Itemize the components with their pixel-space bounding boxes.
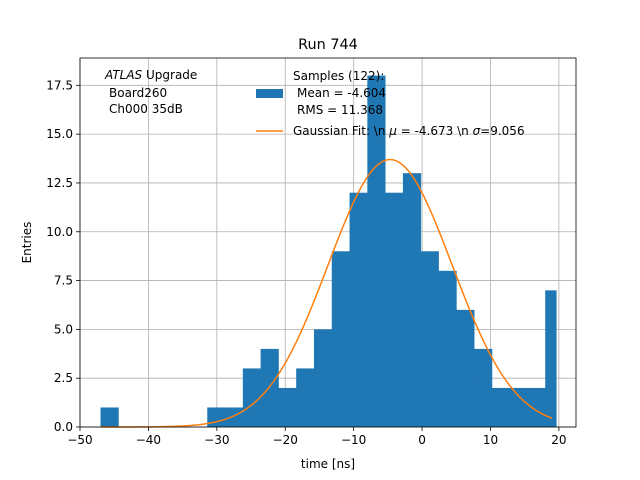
histogram-bar <box>491 387 511 427</box>
atlas-suffix: Upgrade <box>142 68 197 82</box>
legend-fit-mu-symbol: μ <box>388 124 397 138</box>
x-tick-label: 10 <box>483 433 498 447</box>
histogram-bar <box>420 251 439 427</box>
x-axis-label: time [ns] <box>301 457 355 471</box>
atlas-experiment: ATLAS <box>104 68 143 82</box>
legend-fit-sigma-symbol: σ <box>473 124 481 138</box>
y-tick-label: 12.5 <box>46 176 73 190</box>
legend-samples-header: Samples (122): <box>293 69 384 83</box>
y-tick-label: 0.0 <box>54 420 73 434</box>
x-tick-label: 0 <box>418 433 426 447</box>
histogram-bar <box>313 329 333 427</box>
histogram-bar <box>509 387 528 427</box>
histogram-bar <box>402 173 422 427</box>
board-label: Board260 <box>109 86 167 100</box>
x-tick-label: −10 <box>341 433 366 447</box>
histogram-bar <box>207 407 226 427</box>
gaussian-fit-line <box>100 158 553 428</box>
histogram-bar <box>296 368 315 427</box>
chart-title: Run 744 <box>298 37 358 53</box>
histogram-bars <box>100 75 557 428</box>
x-tick-label: −40 <box>136 433 161 447</box>
histogram-bar <box>385 192 404 427</box>
channel-label: Ch000 35dB <box>109 102 183 116</box>
y-tick-label: 10.0 <box>46 225 73 239</box>
legend-samples-mean: Mean = -4.604 <box>297 86 386 100</box>
legend-fit-sigma-value: =9.056 <box>480 124 524 138</box>
histogram-bar <box>260 348 279 427</box>
legend-samples-rms: RMS = 11.368 <box>297 103 383 117</box>
atlas-annotation: ATLAS Upgrade Board260 Ch000 35dB <box>104 68 197 116</box>
histogram-bar <box>278 387 297 427</box>
histogram-bar <box>474 348 493 427</box>
y-tick-label: 7.5 <box>54 274 73 288</box>
histogram-bar <box>349 192 368 427</box>
x-tick-label: −30 <box>204 433 229 447</box>
y-tick-label: 2.5 <box>54 371 73 385</box>
histogram-bar <box>225 407 244 427</box>
histogram-bar <box>456 309 475 427</box>
histogram-bar <box>367 75 386 428</box>
legend-fit-prefix: Gaussian Fit: \n <box>293 124 389 138</box>
histogram-bar <box>100 407 119 427</box>
plot-frame <box>79 57 577 428</box>
legend-fit-label: Gaussian Fit: \n μ = -4.673 \n σ=9.056 <box>293 124 525 138</box>
y-axis-ticks: 0.0 2.5 5.0 7.5 10.0 12.5 15.0 17.5 <box>46 78 80 434</box>
gaussian-fit-curve <box>100 158 553 428</box>
histogram-bar <box>438 270 457 427</box>
y-tick-label: 17.5 <box>46 78 73 92</box>
legend: Samples (122): Mean = -4.604 RMS = 11.36… <box>256 69 525 138</box>
legend-fit-mu-value: = -4.673 \n <box>397 124 473 138</box>
histogram-bar <box>242 368 262 427</box>
legend-samples-swatch <box>256 89 283 98</box>
atlas-label: ATLAS Upgrade <box>104 68 197 82</box>
histogram-bar <box>545 290 557 427</box>
histogram-bar <box>527 387 546 427</box>
x-tick-label: −20 <box>273 433 298 447</box>
y-axis-label: Entries <box>20 222 34 264</box>
x-tick-label: −50 <box>67 433 92 447</box>
histogram-bar <box>331 251 350 427</box>
x-tick-label: 20 <box>551 433 566 447</box>
x-axis-ticks: −50 −40 −30 −20 −10 0 10 20 <box>67 427 567 447</box>
y-tick-label: 5.0 <box>54 322 73 336</box>
y-tick-label: 15.0 <box>46 127 73 141</box>
